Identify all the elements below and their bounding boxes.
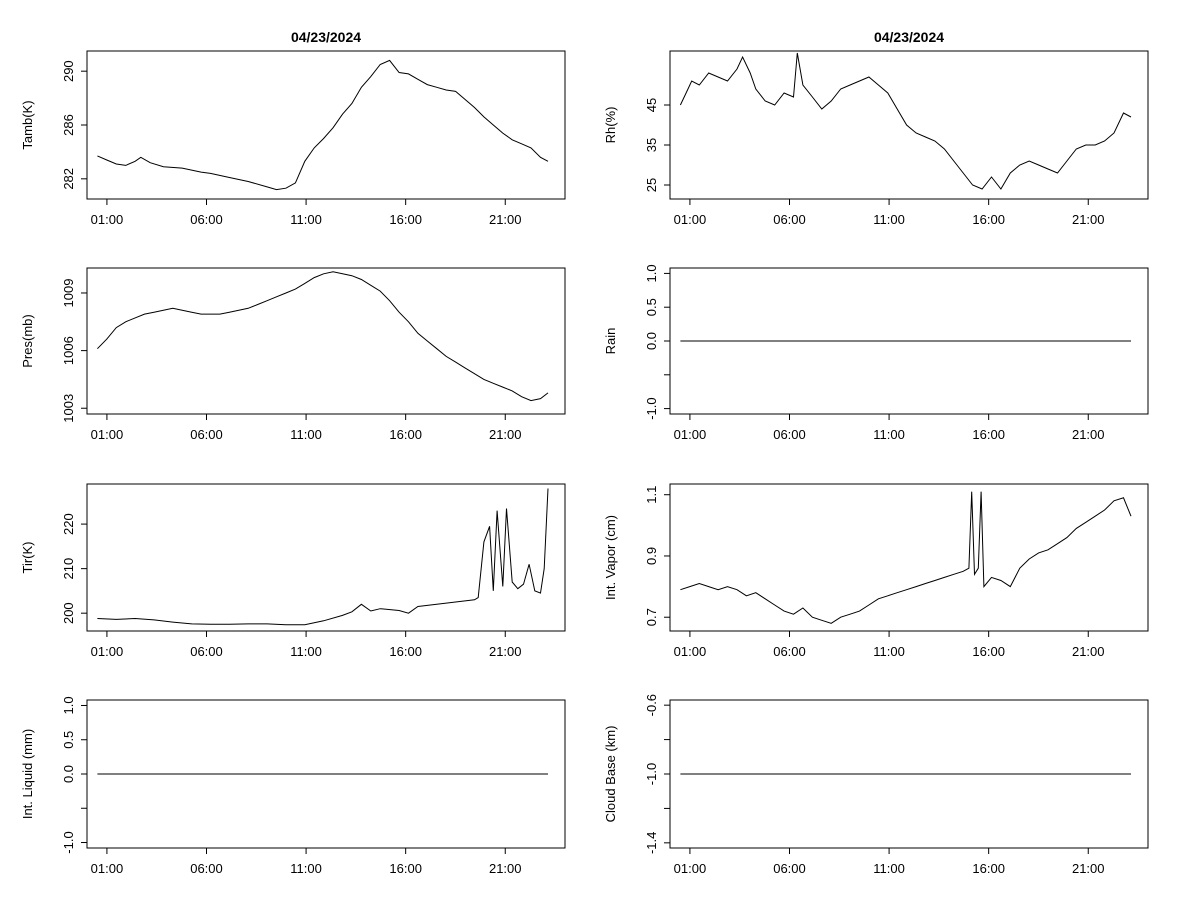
- x-tick-label: 06:00: [773, 861, 806, 876]
- x-tick-label: 21:00: [489, 427, 522, 442]
- series-line-1: [97, 59, 549, 191]
- y-axis-label: Cloud Base (km): [603, 726, 618, 823]
- plot-frame: [669, 50, 1149, 200]
- x-tick-label: 01:00: [674, 427, 707, 442]
- x-tick-label: 21:00: [1072, 212, 1105, 227]
- x-tick-label: 11:00: [873, 644, 905, 659]
- y-tick-label: 210: [61, 558, 76, 580]
- chart-panel-5: 01:00 06:00 11:00 16:00 21:00 200 210 220 Tir(K): [20, 483, 566, 659]
- y-tick-label: 1.0: [61, 696, 76, 714]
- x-tick-label: 01:00: [91, 212, 124, 227]
- x-tick-label: 01:00: [91, 644, 124, 659]
- chart-title: 04/23/2024: [874, 29, 944, 45]
- chart-panel-3: 01:00 06:00 11:00 16:00 21:00 1003 1006 1009 Pre…: [20, 267, 566, 442]
- chart-panel-6: 01:00 06:00 11:00 16:00 21:00 0.7 0.9 1.1 Int. V…: [603, 483, 1149, 659]
- y-tick-label: 0.0: [644, 332, 659, 350]
- x-tick-label: 16:00: [389, 644, 422, 659]
- x-tick-label: 16:00: [972, 212, 1005, 227]
- series-line-1: [679, 52, 1132, 190]
- x-tick-label: 06:00: [773, 212, 806, 227]
- y-tick-label: 200: [61, 602, 76, 624]
- x-tick-label: 21:00: [489, 212, 522, 227]
- y-tick-label: 286: [61, 114, 76, 136]
- y-axis-label: Int. Liquid (mm): [20, 729, 35, 819]
- chart-panel-8: 01:00 06:00 11:00 16:00 21:00 -1.4 -1.0 -0.6 Clo…: [603, 694, 1149, 876]
- chart-panel-1: 04/23/2024 01:00 06:00 11:00 16:00 21:00 282 28…: [20, 29, 566, 227]
- series-line-1: [680, 491, 1132, 624]
- plot-frame: [86, 483, 566, 632]
- y-tick-label: 1009: [61, 279, 76, 308]
- x-tick-label: 11:00: [290, 644, 322, 659]
- x-tick-label: 16:00: [389, 861, 422, 876]
- x-tick-label: 21:00: [489, 644, 522, 659]
- y-tick-label: 0.9: [644, 547, 659, 565]
- x-tick-label: 11:00: [873, 212, 905, 227]
- x-tick-label: 06:00: [190, 644, 223, 659]
- x-tick-label: 16:00: [972, 427, 1005, 442]
- y-tick-label: -1.0: [644, 763, 659, 785]
- x-tick-label: 06:00: [190, 212, 223, 227]
- y-tick-label: 1.0: [644, 264, 659, 282]
- chart-panel-4: 01:00 06:00 11:00 16:00 21:00 -1.0 0.0 0.5 1.0 Ra…: [603, 264, 1149, 442]
- x-tick-label: 01:00: [674, 861, 707, 876]
- chart-panel-2: 04/23/2024 01:00 06:00 11:00 16:00 21:00 25 35 4…: [603, 29, 1149, 227]
- y-tick-label: 45: [644, 98, 659, 112]
- x-tick-label: 16:00: [389, 212, 422, 227]
- y-axis-label: Int. Vapor (cm): [603, 515, 618, 600]
- x-tick-label: 11:00: [873, 861, 905, 876]
- y-axis-label: Rh(%): [603, 107, 618, 144]
- y-tick-label: 0.5: [61, 731, 76, 749]
- y-tick-label: -1.4: [644, 832, 659, 854]
- x-tick-label: 21:00: [1072, 644, 1105, 659]
- chart-title: 04/23/2024: [291, 29, 361, 45]
- y-axis-label: Tamb(K): [20, 100, 35, 149]
- y-axis-label: Rain: [603, 328, 618, 355]
- y-tick-label: -1.0: [644, 397, 659, 419]
- x-tick-label: 06:00: [190, 427, 223, 442]
- x-tick-label: 06:00: [773, 644, 806, 659]
- x-tick-label: 01:00: [674, 644, 707, 659]
- x-tick-label: 06:00: [190, 861, 223, 876]
- x-tick-label: 01:00: [674, 212, 707, 227]
- plot-frame: [86, 267, 566, 415]
- y-tick-label: 35: [644, 138, 659, 152]
- chart-panel-7: 01:00 06:00 11:00 16:00 21:00 -1.0 0.0 0.5 1.0 In…: [20, 696, 566, 876]
- y-tick-label: 1003: [61, 394, 76, 423]
- x-tick-label: 16:00: [972, 861, 1005, 876]
- y-tick-label: 1006: [61, 336, 76, 365]
- series-line-1: [97, 271, 549, 402]
- y-tick-label: 220: [61, 513, 76, 535]
- plot-frame: [669, 483, 1149, 632]
- x-tick-label: 11:00: [290, 861, 322, 876]
- y-axis-label: Pres(mb): [20, 314, 35, 367]
- x-tick-label: 01:00: [91, 861, 124, 876]
- y-tick-label: 0.5: [644, 298, 659, 316]
- x-tick-label: 01:00: [91, 427, 124, 442]
- x-tick-label: 21:00: [1072, 427, 1105, 442]
- y-tick-label: 25: [644, 178, 659, 192]
- series-line-1: [97, 488, 549, 626]
- y-tick-label: 1.1: [644, 486, 659, 504]
- x-tick-label: 16:00: [972, 644, 1005, 659]
- y-tick-label: 282: [61, 168, 76, 190]
- y-tick-label: 0.7: [644, 608, 659, 626]
- y-axis-label: Tir(K): [20, 541, 35, 573]
- x-tick-label: 06:00: [773, 427, 806, 442]
- x-tick-label: 11:00: [873, 427, 905, 442]
- x-tick-label: 16:00: [389, 427, 422, 442]
- y-tick-label: 290: [61, 60, 76, 82]
- x-tick-label: 21:00: [1072, 861, 1105, 876]
- y-tick-label: 0.0: [61, 765, 76, 783]
- y-tick-label: -1.0: [61, 831, 76, 853]
- y-tick-label: -0.6: [644, 694, 659, 716]
- x-tick-label: 11:00: [290, 212, 322, 227]
- x-tick-label: 11:00: [290, 427, 322, 442]
- x-tick-label: 21:00: [489, 861, 522, 876]
